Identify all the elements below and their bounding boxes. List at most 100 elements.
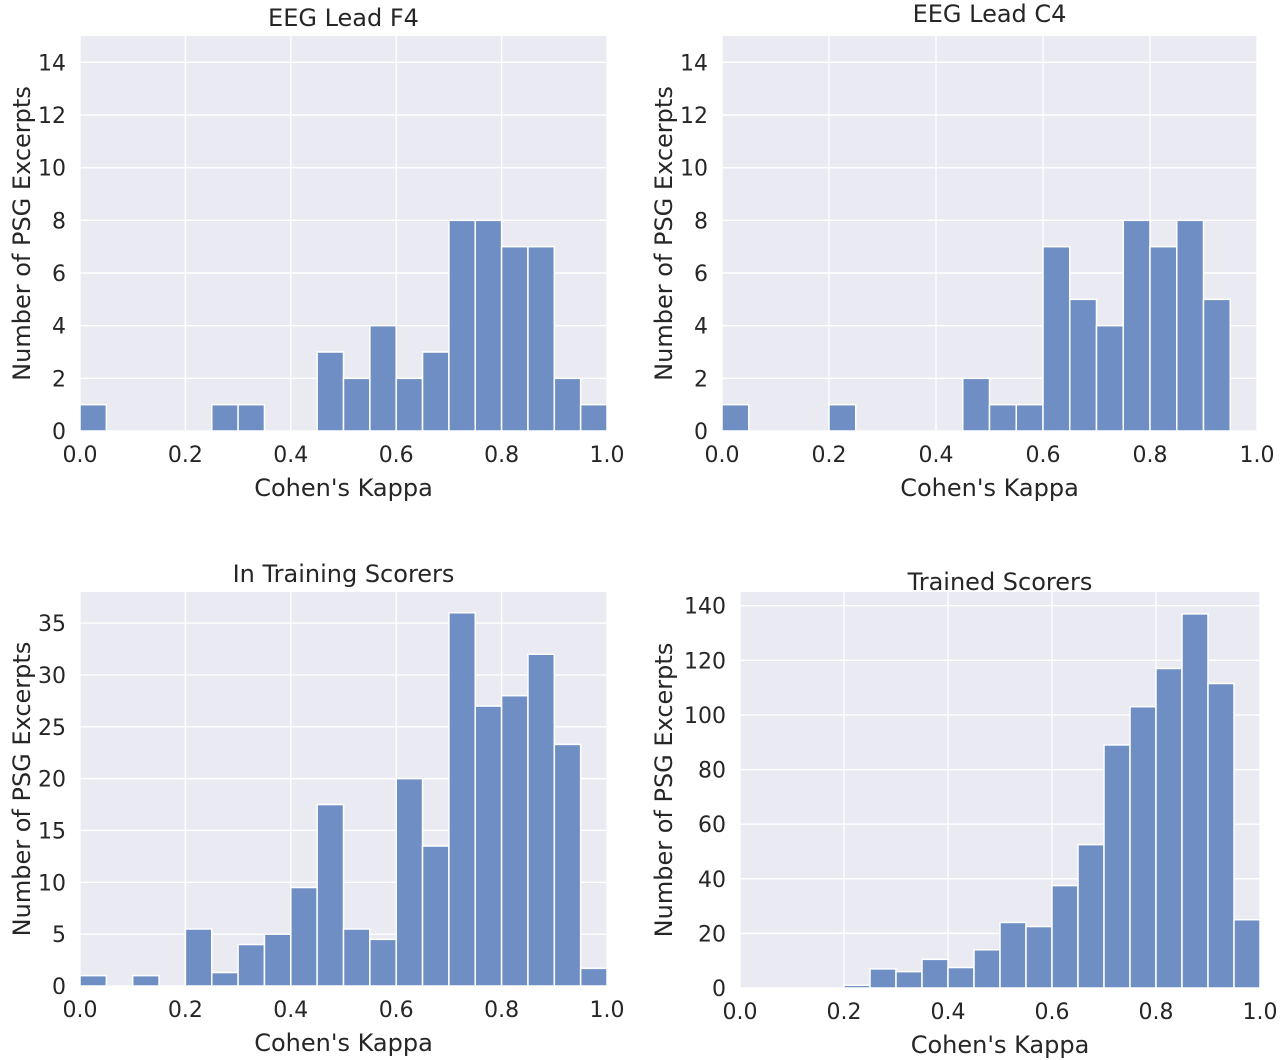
histogram-bar [342,928,371,987]
chart-panel-4: 0.0 0.2 0.4 0.6 0.8 1.0 0 20 40 60 80 100 120 140 Trai… [650,568,1278,1059]
x-tick-label: 0.8 [484,998,519,1023]
histogram-bar [211,971,239,987]
y-tick-label: 14 [680,51,708,76]
histogram-bar [843,984,871,989]
chart-panel-3: 0.0 0.2 0.4 0.6 0.8 1.0 0 5 10 15 20 25 30 35 In Train… [8,560,625,1057]
x-tick-label: 0.0 [63,443,98,468]
x-tick-label: 0.0 [705,443,740,468]
histogram-bar [947,966,975,989]
y-tick-label: 10 [38,157,66,182]
histogram-bar [1155,667,1183,989]
chart-title: EEG Lead F4 [268,4,419,32]
x-tick-label: 0.4 [919,443,954,468]
x-axis-label: Cohen's Kappa [911,1031,1090,1059]
histogram-bar [962,377,991,432]
histogram-bar [1015,403,1044,432]
histogram-bar [474,219,503,432]
x-tick-label: 0.6 [379,443,414,468]
x-tick-label: 0.6 [1035,1000,1070,1025]
histogram-bar [527,653,556,987]
histogram-bar [79,974,108,987]
histogram-bar [869,968,897,989]
y-tick-label: 6 [52,262,66,287]
x-tick-label: 1.0 [590,443,625,468]
histogram-bar [973,949,1001,989]
histogram-bar [316,351,345,432]
histogram-bar [131,974,160,987]
y-tick-label: 10 [38,871,66,896]
y-tick-label: 14 [38,51,66,76]
histogram-bar [474,705,503,987]
x-axis-label: Cohen's Kappa [900,474,1079,502]
y-tick-label: 8 [52,209,66,234]
x-tick-label: 0.2 [827,1000,862,1025]
y-tick-label: 120 [684,649,726,674]
histogram-bar [211,403,239,432]
histogram-bar [369,938,397,987]
y-tick-label: 60 [698,813,726,838]
y-tick-label: 2 [694,367,708,392]
histogram-bar [1176,219,1205,432]
histogram-bar [553,743,582,987]
x-tick-label: 0.4 [931,1000,966,1025]
x-tick-label: 1.0 [1240,443,1275,468]
x-tick-label: 1.0 [590,998,625,1023]
histogram-bar [369,324,397,432]
histogram-bar [895,970,923,989]
x-tick-label: 0.6 [1026,443,1061,468]
y-tick-label: 30 [38,664,66,689]
chart-title: In Training Scorers [233,560,455,588]
y-tick-label: 6 [694,262,708,287]
y-tick-label: 40 [698,868,726,893]
histogram-bar [1129,705,1157,989]
histogram-bar [579,967,608,987]
chart-title: EEG Lead C4 [913,0,1067,28]
histogram-bar [1122,219,1151,432]
x-tick-label: 0.2 [168,998,203,1023]
histogram-bar [421,351,450,432]
y-tick-label: 4 [694,315,708,340]
histogram-bar [237,403,266,432]
chart-panel-1: 0.0 0.2 0.4 0.6 0.8 1.0 0 2 4 6 8 10 12 14 EEG Lead F4… [8,4,625,502]
x-tick-label: 0.8 [484,443,519,468]
histogram-bar [237,943,266,987]
histogram-bar [395,777,424,987]
y-tick-label: 20 [698,922,726,947]
x-tick-label: 1.0 [1243,1000,1278,1025]
histogram-bar [1051,884,1079,989]
x-axis-label: Cohen's Kappa [254,474,433,502]
chart-title: Trained Scorers [907,568,1093,596]
y-tick-label: 2 [52,367,66,392]
histogram-bar [988,403,1017,432]
x-tick-label: 0.0 [723,1000,758,1025]
x-tick-label: 0.4 [273,998,308,1023]
histogram-bar [1207,682,1235,989]
histogram-bar [290,886,318,987]
histogram-bar [79,403,108,432]
y-tick-label: 0 [52,975,66,1000]
histogram-bar [1233,918,1261,989]
histogram-bar [1095,324,1124,432]
histogram-bar [448,611,476,987]
x-tick-label: 0.0 [63,998,98,1023]
histogram-bar [1069,298,1098,432]
histogram-bar [1181,613,1209,989]
histogram-bar [721,403,750,432]
histogram-bar [421,845,450,987]
x-tick-label: 0.2 [168,443,203,468]
histogram-bar [500,245,529,432]
y-tick-label: 8 [694,209,708,234]
x-tick-label: 0.8 [1133,443,1168,468]
histogram-bar [263,933,292,987]
y-axis-label: Number of PSG Excerpts [650,643,678,938]
y-tick-label: 10 [680,157,708,182]
y-tick-label: 80 [698,759,726,784]
histogram-bar [500,694,529,987]
histogram-bar [1042,245,1071,432]
y-tick-label: 20 [38,768,66,793]
y-tick-label: 12 [680,104,708,129]
histogram-bar [828,403,857,432]
y-axis-label: Number of PSG Excerpts [650,86,678,381]
x-tick-label: 0.8 [1139,1000,1174,1025]
